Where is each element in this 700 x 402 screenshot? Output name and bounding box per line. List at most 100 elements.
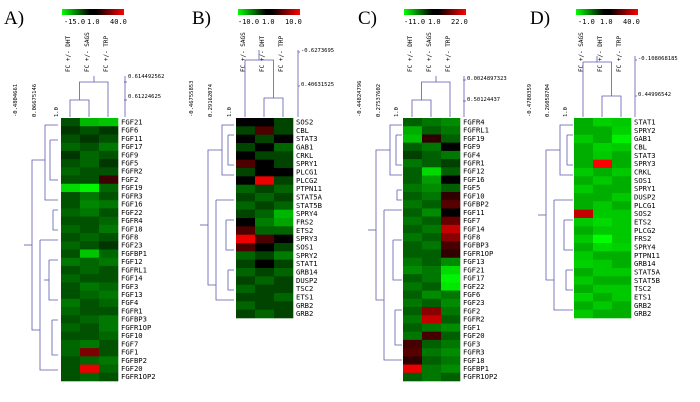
heatmap-cell [236,243,256,252]
heatmap-cell [593,159,613,169]
heatmap-cell [422,191,442,201]
row-label: FGF18 [463,356,485,365]
row-label: FGFBP3 [121,315,147,324]
heatmap-cell [574,134,594,144]
heatmap-cell [236,159,256,169]
heatmap-cell [403,208,423,217]
row-label: FGF5 [463,183,480,192]
heatmap-cell [274,268,294,277]
heatmap-cell [422,348,442,357]
row-label: FGFR4 [463,117,485,126]
heatmap-cell [274,168,294,177]
row-label: DUSP2 [296,276,318,285]
row-label: PLCG2 [634,226,656,235]
heatmap-cell [422,216,442,226]
heatmap-cell [612,151,632,160]
heatmap-cell [255,218,275,227]
heatmap-cell [80,134,100,143]
heatmap-cell [593,184,613,194]
heatmap-cell [612,301,632,310]
heatmap-cell [61,126,81,135]
row-label: FRS2 [296,218,313,227]
panel-a-dist-top-2: 0.61224625 [128,94,161,100]
heatmap-cell [403,233,423,242]
row-label: FGFR1 [463,159,485,168]
heatmap-cell [255,226,275,235]
heatmap-cell [441,216,461,226]
heatmap-cell [574,143,594,152]
heatmap-cell [80,216,100,226]
heatmap-cell [99,175,119,185]
heatmap-cell [422,118,442,127]
heatmap-cell [61,150,81,160]
heatmap-cell [236,226,256,235]
heatmap-cell [255,143,275,152]
row-label: PTPN11 [634,251,660,260]
heatmap-cell [236,284,256,294]
heatmap-cell [441,257,461,267]
heatmap-cell [403,216,423,226]
panel-d: D) -1.0 1.0 40.0 FC +/- SAGS FC +/- DHT … [527,8,678,319]
panel-d-condition-2: FC +/- DHT [597,35,604,72]
heatmap-cell [612,284,632,294]
heatmap-cell [593,143,613,152]
heatmap-cell [61,159,81,168]
heatmap-cell [99,200,119,209]
heatmap-cell [441,372,461,382]
panel-a-color-scale [62,9,124,15]
heatmap-cell [61,298,81,308]
heatmap-cell [574,293,594,302]
row-label: FGF12 [121,257,143,266]
heatmap-cell [422,307,442,316]
panel-a-condition-1: FC +/- DHT [65,35,72,72]
heatmap-cell [99,331,119,341]
panel-d-row-dendrogram [538,124,573,311]
panel-c-color-scale [404,9,466,15]
heatmap-cell [99,372,119,382]
row-label: STAT1 [634,118,656,127]
row-label: STAT3 [296,134,318,143]
row-label: FGF16 [463,175,485,184]
heatmap-cell [80,118,100,127]
heatmap-cell [255,134,275,144]
heatmap-cell [61,118,81,127]
panel-d-dist-side-1: -0.4780359 [527,84,533,117]
heatmap-cell [422,290,442,300]
row-label: FGFR2 [463,315,485,324]
heatmap-cell [255,234,275,244]
panel-b-scale-mid: 1.0 [262,18,275,26]
panel-a-letter: A) [4,8,24,29]
heatmap-cell [422,241,442,250]
heatmap-cell [99,323,119,332]
heatmap-cell [441,356,461,365]
heatmap-cell [422,331,442,341]
row-label: FGF6 [463,290,480,299]
row-label: TSC2 [296,284,313,293]
heatmap-cell [61,307,81,316]
heatmap-cell [403,323,423,332]
panel-a-row-dendrogram [24,124,58,371]
heatmap-cell [403,249,423,259]
row-label: GRB2 [634,301,651,310]
panel-b-heatmap [236,118,294,319]
heatmap-cell [574,184,594,194]
heatmap-cell [403,315,423,324]
panel-b-condition-2: FC +/- DHT [259,35,266,72]
heatmap-cell [441,200,461,209]
panel-d-scale-min: -1.0 [578,18,595,26]
panel-d-condition-1: FC +/- SAGS [578,32,585,72]
panel-a-row-labels: FGF21FGF6FGF11FGF17FGF9FGF5FGFR2FGF2FGF1… [121,117,156,381]
heatmap-cell [80,183,100,193]
heatmap-cell [61,315,81,324]
panel-c-row-labels: FGFR4FGFRL1FGF19FGF9FGF4FGFR1FGF12FGF16F… [463,117,498,381]
heatmap-cell [422,339,442,349]
panel-b-dist-side-1: -0.46755853 [189,81,195,117]
heatmap-cell [574,284,594,294]
heatmap-cell [612,193,632,202]
heatmap-cell [422,224,442,234]
heatmap-cell [99,265,119,275]
heatmap-cell [403,167,423,176]
row-label: SOS1 [634,176,651,185]
heatmap-cell [612,134,632,144]
heatmap-cell [403,183,423,193]
